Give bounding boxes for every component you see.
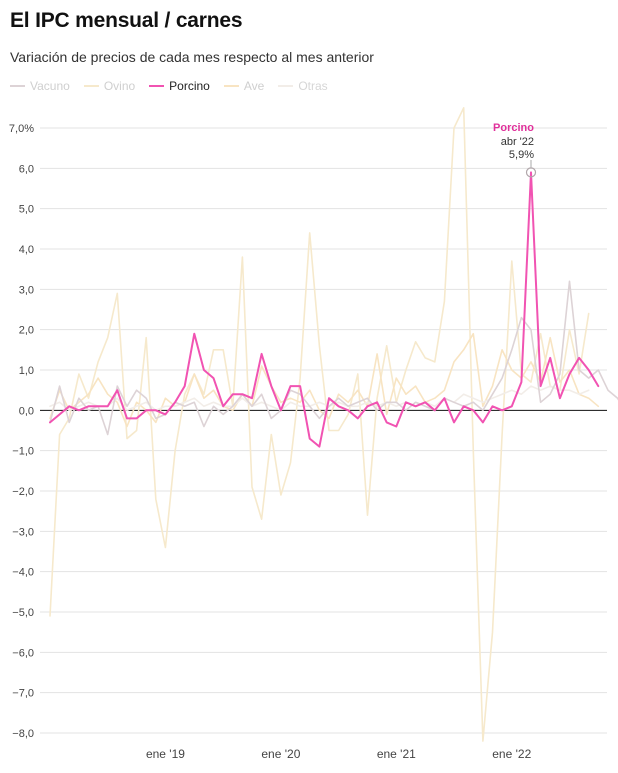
legend: Vacuno Ovino Porcino Ave Otras [10,79,342,93]
y-tick-label: −1,0 [12,446,34,458]
annotation-date: abr '22 [501,136,534,148]
legend-swatch-otras [278,85,294,87]
legend-label-otras: Otras [298,79,328,93]
series-line-porcino [49,171,600,448]
legend-swatch-porcino [149,85,165,87]
series-line-ovino [49,107,590,742]
y-tick-label: −3,0 [12,526,34,538]
legend-label-ave: Ave [243,79,265,93]
legend-swatch-ovino [83,85,99,87]
y-tick-label: 5,0 [19,204,34,216]
y-tick-label: −2,0 [12,486,34,498]
chart-subtitle: Variación de precios de cada mes respect… [10,49,374,65]
legend-swatch-vacuno [10,85,25,87]
series-line-ave [49,332,600,428]
y-tick-label: 3,0 [19,284,34,296]
gridlines [40,127,607,734]
x-tick-label: ene '21 [377,747,416,761]
legend-item-otras[interactable]: Otras [278,79,328,93]
y-tick-label: −6,0 [12,647,34,659]
chart-title: El IPC mensual / carnes [10,9,243,32]
y-tick-label: −4,0 [12,567,34,579]
x-tick-label: ene '22 [492,747,531,761]
legend-item-vacuno[interactable]: Vacuno [10,79,70,93]
y-tick-label: −8,0 [12,728,34,740]
annotation-series-label: Porcino [493,122,534,134]
y-tick-label: 2,0 [19,325,34,337]
series-line-otras [49,385,590,412]
annotation-value: 5,9% [509,149,534,161]
x-tick-label: ene '19 [146,747,185,761]
y-tick-label: 1,0 [19,365,34,377]
y-tick-label: −5,0 [12,607,34,619]
series-lines [49,107,618,742]
legend-item-porcino[interactable]: Porcino [149,79,210,93]
legend-label-vacuno: Vacuno [30,79,70,93]
y-tick-label: 7,0% [9,123,34,135]
legend-item-ovino[interactable]: Ovino [83,79,136,93]
legend-label-porcino: Porcino [169,79,210,93]
y-tick-label: 4,0 [19,244,34,256]
x-tick-label: ene '20 [261,747,300,761]
legend-label-ovino: Ovino [103,79,136,93]
y-tick-label: 0,0 [19,405,34,417]
y-tick-label: 6,0 [19,163,34,175]
y-axis-ticks: 7,0% 6,0 5,0 4,0 3,0 2,0 1,0 0,0 −1,0 −2,0 −3,0 −4,… [9,123,34,740]
series-line-vacuno [49,280,618,436]
legend-item-ave[interactable]: Ave [223,79,265,93]
x-axis-ticks: ene '19 ene '20 ene '21 ene '22 [146,747,532,761]
annotation-marker [525,167,537,178]
y-tick-label: −7,0 [12,688,34,700]
legend-swatch-ave [223,85,239,87]
peak-annotation: Porcino abr '225,9% [493,122,537,178]
